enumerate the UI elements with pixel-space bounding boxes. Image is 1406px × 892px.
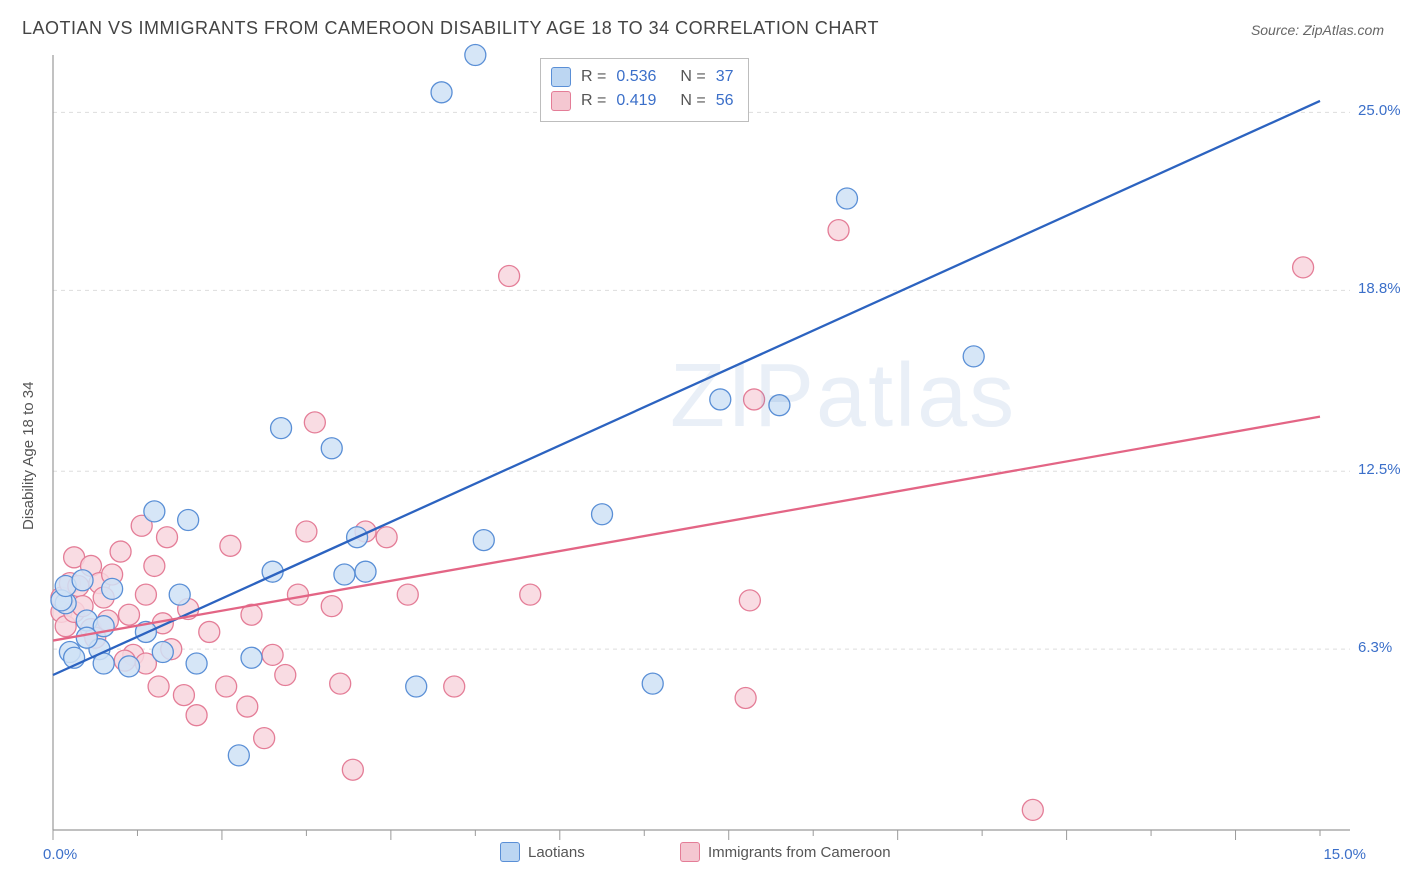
y-axis-tick-label: 25.0% [1358,102,1401,119]
y-axis-label: Disability Age 18 to 34 [20,382,37,530]
y-axis-tick-label: 12.5% [1358,461,1401,478]
stats-swatch-icon [551,67,571,87]
y-axis-tick-label: 18.8% [1358,280,1401,297]
x-axis-min-label: 0.0% [43,846,77,863]
legend-item-cameroon: Immigrants from Cameroon [680,842,891,862]
stats-n-value: 37 [716,65,734,89]
stats-n-value: 56 [716,89,734,113]
legend-label-laotians: Laotians [528,844,585,861]
legend-item-laotians: Laotians [500,842,585,862]
y-axis-tick-label: 6.3% [1358,639,1392,656]
stats-row-cameroon: R = 0.419 N = 56 [551,89,734,113]
stats-r-value: 0.419 [616,89,656,113]
stats-r-value: 0.536 [616,65,656,89]
stats-swatch-icon [551,91,571,111]
stats-n-label: N = [680,89,705,113]
stats-n-label: N = [680,65,705,89]
stats-row-laotians: R = 0.536 N = 37 [551,65,734,89]
legend-label-cameroon: Immigrants from Cameroon [708,844,891,861]
stats-r-label: R = [581,65,606,89]
x-axis-max-label: 15.0% [1323,846,1366,863]
scatter-chart [0,0,1406,892]
correlation-stats-box: R = 0.536 N = 37 R = 0.419 N = 56 [540,58,749,122]
stats-r-label: R = [581,89,606,113]
legend-swatch-cameroon [680,842,700,862]
legend-swatch-laotians [500,842,520,862]
